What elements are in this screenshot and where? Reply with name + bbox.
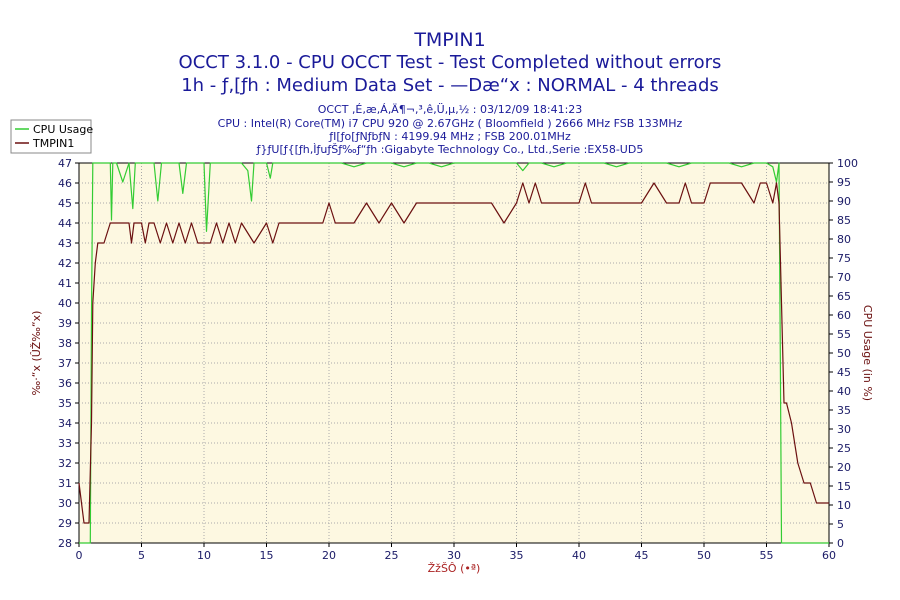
- y-left-tick-label: 35: [58, 397, 72, 410]
- y-left-tick-label: 43: [58, 237, 72, 250]
- y-left-tick-label: 44: [58, 217, 72, 230]
- x-tick-label: 55: [760, 549, 774, 562]
- y-right-tick-label: 75: [837, 252, 851, 265]
- series-line-tmpin1: [78, 182, 829, 524]
- y-right-tick-label: 35: [837, 404, 851, 417]
- x-tick-label: 25: [385, 549, 399, 562]
- y-left-tick-label: 40: [58, 297, 72, 310]
- x-tick-label: 35: [510, 549, 524, 562]
- x-tick-label: 60: [822, 549, 836, 562]
- y-left-tick-label: 36: [58, 377, 72, 390]
- y-left-tick-label: 42: [58, 257, 72, 270]
- info-line-1: OCCT ‚É‚æ‚Á‚Ä¶¬‚³‚ê‚Ü‚µ‚½ : 03/12/09 18:…: [318, 103, 583, 116]
- x-tick-label: 30: [447, 549, 461, 562]
- y-right-tick-label: 50: [837, 347, 851, 360]
- y-right-tick-label: 10: [837, 499, 851, 512]
- y-right-tick-label: 85: [837, 214, 851, 227]
- legend: CPU Usage TMPIN1: [10, 119, 93, 154]
- y-left-tick-label: 33: [58, 437, 72, 450]
- series-line-cpu-usage: [79, 162, 829, 544]
- chart-subtitle-2: 1h - ƒ‚[ƒh : Medium Data Set - —Dæ“x : N…: [181, 75, 719, 96]
- y-right-tick-label: 60: [837, 309, 851, 322]
- legend-label-tmpin1: TMPIN1: [32, 137, 74, 150]
- x-tick-label: 5: [138, 549, 145, 562]
- y-right-tick-label: 45: [837, 366, 851, 379]
- legend-box: [10, 119, 92, 154]
- y-right-tick-label: 55: [837, 328, 851, 341]
- chart-title: TMPIN1: [413, 29, 485, 51]
- x-tick-label: 40: [572, 549, 586, 562]
- y-left-tick-label: 29: [58, 517, 72, 530]
- y-left-tick-label: 45: [58, 197, 72, 210]
- y-right-tick-label: 100: [837, 157, 858, 170]
- y-right-tick-label: 20: [837, 461, 851, 474]
- y-axis-label-right: CPU Usage (in %): [861, 305, 874, 401]
- legend-label-cpu-usage: CPU Usage: [33, 123, 93, 136]
- y-right-tick-label: 80: [837, 233, 851, 246]
- chart-subtitle-1: OCCT 3.1.0 - CPU OCCT Test - Test Comple…: [179, 52, 722, 73]
- y-left-tick-label: 31: [58, 477, 72, 490]
- y-right-tick-label: 65: [837, 290, 851, 303]
- x-tick-label: 15: [260, 549, 274, 562]
- y-right-tick-label: 40: [837, 385, 851, 398]
- axis-ticks: 0 5 10 15 20 25 30 35 40 45 50 55 602829303132333435…: [58, 157, 858, 562]
- y-left-tick-label: 47: [58, 157, 72, 170]
- info-line-3: ƒI[ƒo[ƒNƒbƒN : 4199.94 MHz ; FSB 200.01M…: [328, 130, 571, 143]
- y-axis-label-left: ‰·“x (ÛŽ‰“x): [30, 311, 43, 396]
- y-left-tick-label: 32: [58, 457, 72, 470]
- y-right-tick-label: 0: [837, 537, 844, 550]
- y-left-tick-label: 34: [58, 417, 72, 430]
- y-right-tick-label: 95: [837, 176, 851, 189]
- y-left-tick-label: 37: [58, 357, 72, 370]
- y-right-tick-label: 15: [837, 480, 851, 493]
- x-tick-label: 10: [197, 549, 211, 562]
- x-tick-label: 50: [697, 549, 711, 562]
- y-right-tick-label: 30: [837, 423, 851, 436]
- series-layer: [78, 162, 829, 544]
- y-left-tick-label: 28: [58, 537, 72, 550]
- info-line-4: ƒ}ƒU[ƒ{[ƒh‚ÌƒuƒŠƒ‰ƒ“ƒh :Gigabyte Technol…: [256, 143, 644, 156]
- x-tick-label: 20: [322, 549, 336, 562]
- x-tick-label: 0: [76, 549, 83, 562]
- y-right-tick-label: 90: [837, 195, 851, 208]
- y-right-tick-label: 5: [837, 518, 844, 531]
- info-line-2: CPU : Intel(R) Core(TM) i7 CPU 920 @ 2.6…: [218, 117, 683, 130]
- y-right-tick-label: 70: [837, 271, 851, 284]
- x-tick-label: 45: [635, 549, 649, 562]
- y-left-tick-label: 30: [58, 497, 72, 510]
- y-left-tick-label: 41: [58, 277, 72, 290]
- y-left-tick-label: 38: [58, 337, 72, 350]
- y-left-tick-label: 46: [58, 177, 72, 190]
- x-axis-label: ŽžŠÔ (•ª): [428, 562, 481, 575]
- y-left-tick-label: 39: [58, 317, 72, 330]
- y-right-tick-label: 25: [837, 442, 851, 455]
